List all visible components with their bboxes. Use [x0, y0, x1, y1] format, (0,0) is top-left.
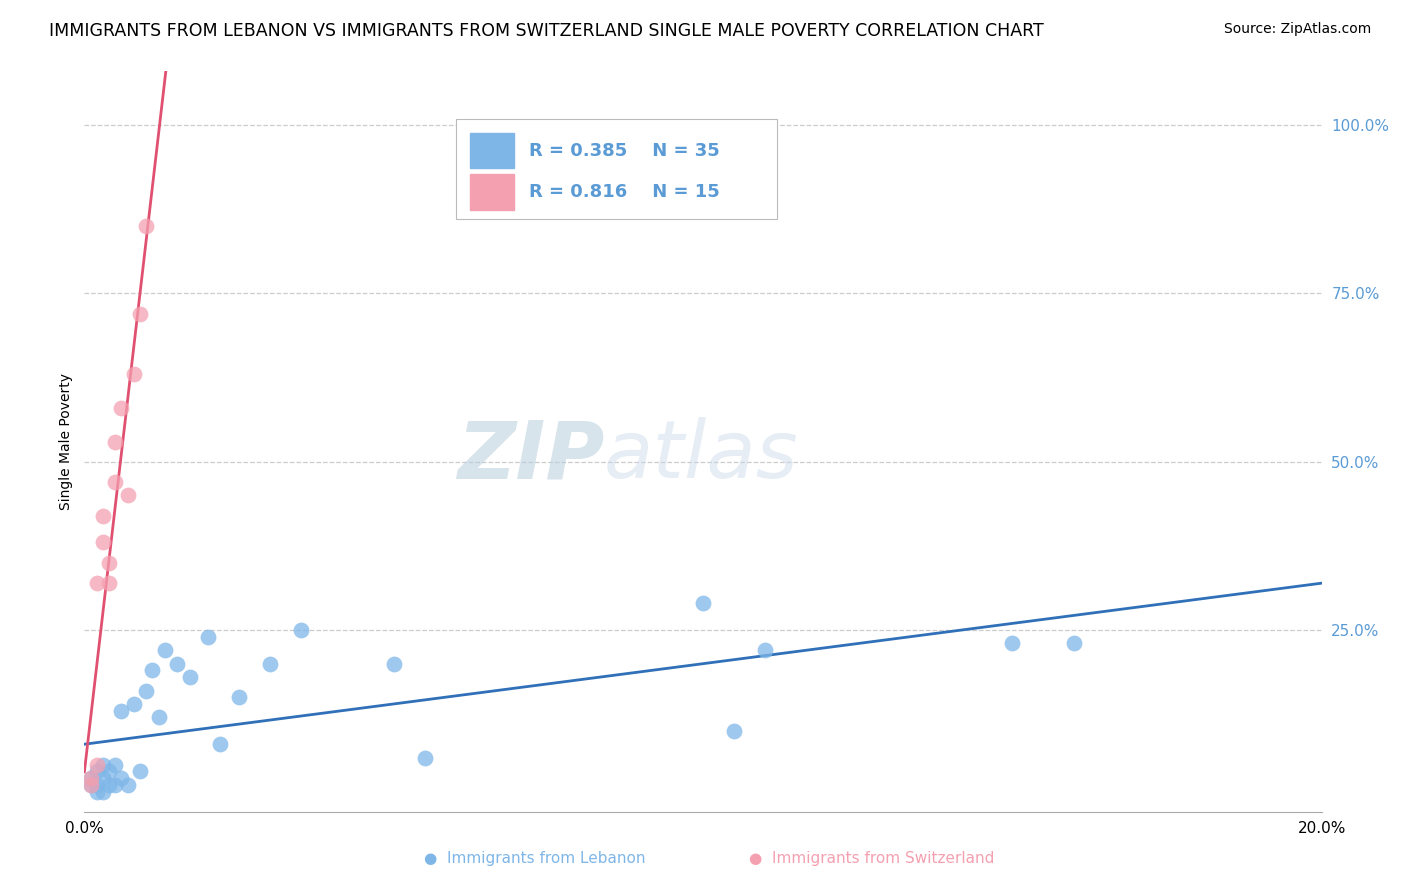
Point: [104, 475, 127, 489]
Point: [166, 657, 188, 671]
Point: [259, 657, 281, 671]
Point: [104, 778, 127, 792]
Point: [86, 764, 108, 779]
Point: [91, 771, 114, 785]
Point: [413, 751, 436, 765]
Point: [110, 771, 132, 785]
Point: [91, 784, 114, 798]
Point: [79, 771, 101, 785]
Point: [91, 508, 114, 523]
FancyBboxPatch shape: [456, 120, 778, 219]
Point: [692, 596, 714, 610]
Point: [290, 623, 312, 637]
Text: Source: ZipAtlas.com: Source: ZipAtlas.com: [1223, 22, 1371, 37]
Point: [117, 778, 139, 792]
Text: R = 0.816    N = 15: R = 0.816 N = 15: [529, 183, 720, 201]
Point: [110, 704, 132, 718]
Text: ZIP: ZIP: [457, 417, 605, 495]
Point: [91, 535, 114, 549]
Point: [129, 307, 152, 321]
Point: [148, 710, 170, 724]
Point: [1063, 636, 1085, 650]
Point: [228, 690, 250, 705]
Point: [104, 757, 127, 772]
Point: [98, 556, 121, 570]
Point: [129, 764, 152, 779]
Point: [135, 683, 157, 698]
Bar: [471, 174, 513, 210]
Point: [86, 757, 108, 772]
Point: [723, 723, 745, 738]
Point: [98, 575, 121, 590]
Y-axis label: Single Male Poverty: Single Male Poverty: [59, 373, 73, 510]
Point: [86, 778, 108, 792]
Point: [117, 488, 139, 502]
Point: [79, 771, 101, 785]
Point: [122, 697, 145, 711]
Text: atlas: atlas: [605, 417, 799, 495]
Point: [197, 630, 219, 644]
Text: ●  Immigrants from Switzerland: ● Immigrants from Switzerland: [749, 852, 994, 866]
Point: [135, 219, 157, 234]
Point: [382, 657, 405, 671]
Point: [91, 757, 114, 772]
Point: [141, 664, 163, 678]
Bar: [471, 133, 513, 169]
Point: [79, 778, 101, 792]
Point: [122, 368, 145, 382]
Point: [1001, 636, 1024, 650]
Text: ●  Immigrants from Lebanon: ● Immigrants from Lebanon: [423, 852, 645, 866]
Point: [104, 434, 127, 449]
Point: [79, 778, 101, 792]
Point: [153, 643, 176, 657]
Point: [110, 401, 132, 415]
Point: [209, 738, 232, 752]
Point: [754, 643, 776, 657]
Point: [86, 575, 108, 590]
Point: [179, 670, 201, 684]
Point: [98, 764, 121, 779]
Point: [98, 778, 121, 792]
Text: R = 0.385    N = 35: R = 0.385 N = 35: [529, 142, 720, 160]
Text: IMMIGRANTS FROM LEBANON VS IMMIGRANTS FROM SWITZERLAND SINGLE MALE POVERTY CORRE: IMMIGRANTS FROM LEBANON VS IMMIGRANTS FR…: [49, 22, 1045, 40]
Point: [86, 784, 108, 798]
